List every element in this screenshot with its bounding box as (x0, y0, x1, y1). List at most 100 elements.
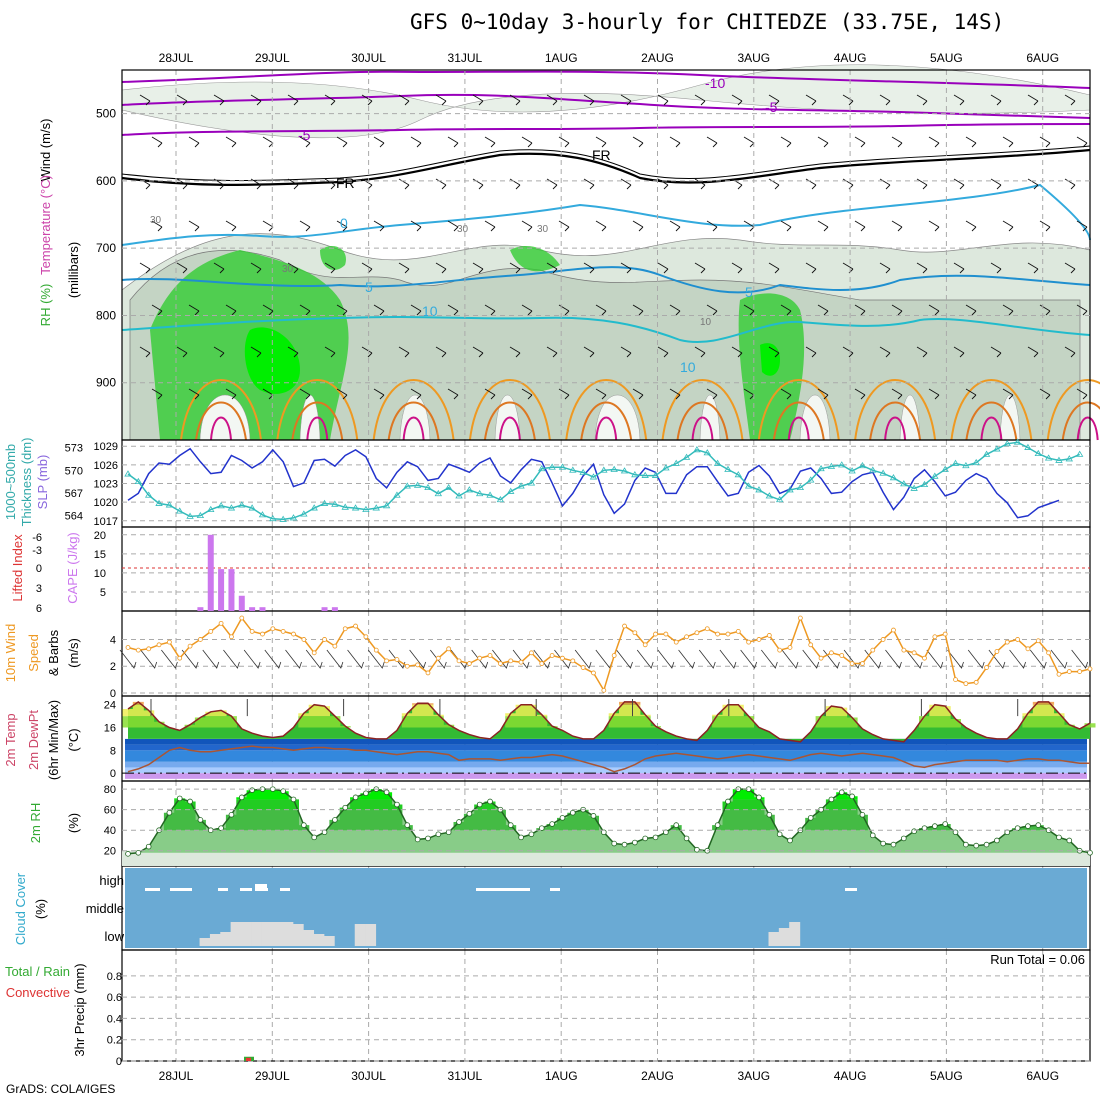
contour-label: 10 (422, 303, 438, 319)
wind-barb (435, 178, 447, 190)
low-cloud-bar (354, 924, 366, 946)
wind-barb (472, 346, 484, 358)
panel-frame (121, 949, 1091, 1062)
rh-point (683, 835, 690, 842)
thickness-point (962, 461, 970, 469)
y-axis-label: 1000~500mb (3, 444, 18, 520)
wind-barb (990, 178, 1002, 190)
wind-speed-point (901, 647, 907, 653)
thickness-point (527, 479, 536, 486)
wind-speed-point (1087, 666, 1093, 672)
temp-tick-label: 0 (110, 768, 116, 780)
rh-point (1025, 823, 1031, 829)
rh-point (994, 837, 1000, 844)
temp-contour-20 (483, 401, 536, 441)
cape-tick-label: 20 (94, 530, 106, 542)
wind-barb (373, 136, 385, 148)
thickness-point (248, 504, 256, 511)
rh-tick-label: 60 (104, 805, 116, 817)
wind-barb (213, 262, 225, 274)
wind-barb (509, 346, 521, 358)
temp-contour-15 (757, 379, 840, 441)
rh-point (197, 817, 204, 823)
temp-contour-15 (950, 379, 1033, 441)
low-cloud-bar (230, 922, 242, 946)
cloud-level-label: low (104, 929, 124, 944)
thickness-point (662, 464, 670, 471)
wind-speed-point (1066, 669, 1072, 674)
thickness-point (631, 471, 639, 478)
wind-barb (373, 388, 385, 400)
y-axis-label: 10m Wind (3, 624, 18, 683)
wind-barb (324, 262, 336, 274)
wind-speed-point (828, 650, 834, 656)
rh-point (569, 809, 576, 816)
thickness-point (589, 473, 598, 480)
y-axis-label: 3hr Precip (mm) (72, 963, 87, 1056)
wind-barb (202, 649, 220, 669)
wind-barb (1009, 649, 1026, 669)
wind-speed-point (849, 661, 855, 666)
thickness-tick-label: 564 (65, 511, 83, 523)
wind-barb (299, 136, 311, 148)
wind-barb (509, 262, 521, 274)
y-tick-label: 900 (96, 376, 116, 390)
wind-barb (151, 220, 163, 232)
wind-barb (225, 388, 237, 400)
rh-point (394, 801, 400, 808)
temp-contour-15 (276, 379, 359, 441)
cape-tick-label: 10 (94, 568, 106, 580)
thickness-point (424, 483, 432, 491)
wind-speed-point (746, 639, 752, 645)
wind-barb (1027, 262, 1039, 274)
x-date-label-bottom: 5AUG (930, 1069, 963, 1083)
thickness-point (403, 482, 411, 489)
thickness-point (475, 489, 484, 497)
y-axis-label: Thickness (dm) (19, 438, 34, 527)
temp-tick-label: 24 (104, 700, 116, 712)
x-date-label-bottom: 3AUG (737, 1069, 770, 1083)
thickness-point (713, 459, 722, 466)
y-tick-label: 800 (96, 308, 116, 322)
wind-speed-point (332, 643, 338, 649)
x-date-label-top: 30JUL (351, 51, 386, 65)
wind-barb (250, 262, 262, 274)
thickness-point (279, 515, 287, 522)
wind-barb (731, 94, 743, 106)
wind-speed-point (198, 637, 203, 642)
low-cloud-bar (768, 932, 780, 946)
wind-barb (1002, 388, 1014, 400)
wind-barb (484, 220, 496, 232)
wind-barb (768, 178, 780, 190)
wind-barb (953, 178, 965, 190)
wind-barb (780, 220, 792, 232)
wind-speed-point (560, 655, 565, 661)
rh-point (725, 798, 731, 805)
wind-barb (176, 94, 188, 106)
wind-barb (188, 388, 200, 400)
wind-speed-point (570, 658, 576, 664)
contour-label: FR (592, 147, 611, 163)
temp-contour-25 (306, 416, 329, 441)
wind-barb (509, 94, 521, 106)
y-axis-label: 2m DewPt (26, 710, 41, 770)
temp-band (125, 767, 1087, 774)
rh-point (673, 822, 680, 828)
temp-contour-25 (1076, 416, 1099, 441)
y-axis-label: Lifted Index (10, 534, 25, 602)
wind-barb (817, 220, 829, 232)
wind-barb (928, 220, 940, 232)
rh-point (301, 822, 307, 828)
thickness-point (1044, 454, 1053, 461)
rh-band (174, 799, 858, 810)
x-date-label-top: 1AUG (545, 51, 578, 65)
slp-tick-label: 1017 (94, 516, 118, 528)
y-axis-label: (%) (33, 899, 48, 919)
wind-barb (620, 346, 632, 358)
wind-speed-point (860, 661, 865, 666)
wind-barb (471, 649, 489, 669)
wind-barb (965, 388, 977, 400)
temp-band (125, 738, 1087, 745)
wind-barb (161, 649, 178, 669)
